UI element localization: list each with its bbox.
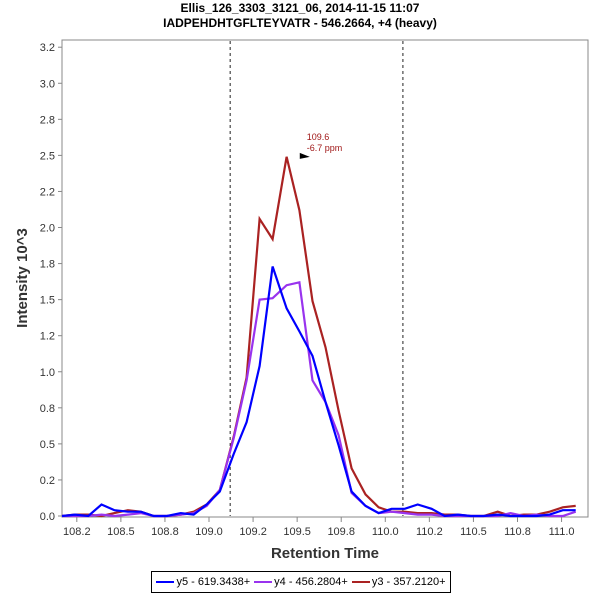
x-tick-label: 108.5 — [107, 526, 135, 538]
peak-annotation-ppm: -6.7 ppm — [307, 143, 343, 153]
legend-item: y3 - 357.2120+ — [351, 576, 446, 588]
peak-marker-arrow-icon — [299, 152, 310, 159]
x-tick-label: 111.0 — [549, 526, 575, 538]
y-axis-label: Intensity 10^3 — [14, 228, 31, 328]
legend-label: y4 - 456.2804+ — [274, 576, 348, 588]
legend-label: y3 - 357.2120+ — [371, 576, 446, 588]
y-tick-label: 0.0 — [40, 511, 55, 523]
legend-swatch — [156, 581, 175, 583]
y-tick-label: 1.5 — [40, 295, 55, 307]
x-tick-label: 109.0 — [195, 526, 223, 538]
x-tick-label: 108.8 — [151, 526, 179, 538]
legend-item: y4 - 456.2804+ — [254, 576, 348, 588]
y-tick-label: 0.5 — [40, 439, 55, 451]
legend-swatch — [351, 581, 370, 583]
x-tick-label: 110.2 — [416, 526, 443, 538]
chart-title: Ellis_126_3303_3121_06, 2014-11-15 11:07 — [180, 1, 420, 15]
legend: y5 - 619.3438+ y4 - 456.2804+ y3 - 357.212… — [151, 571, 451, 593]
series-line-y5 — [61, 266, 576, 518]
y-tick-label: 1.2 — [40, 331, 55, 343]
y-tick-label: 1.8 — [40, 259, 55, 271]
legend-swatch — [254, 581, 273, 583]
y-tick-label: 0.2 — [40, 475, 55, 487]
x-tick-label: 108.2 — [63, 526, 91, 538]
y-tick-label: 2.0 — [40, 223, 55, 235]
x-tick-label: 110.8 — [504, 526, 531, 538]
y-tick-label: 2.8 — [40, 114, 55, 126]
legend-item: y5 - 619.3438+ — [156, 576, 250, 588]
y-tick-label: 2.2 — [40, 186, 55, 198]
peak-annotation-rt: 109.6 — [307, 132, 330, 142]
chart-subtitle: IADPEHDHTGFLTEYVATR - 546.2664, +4 (heav… — [163, 16, 437, 30]
x-axis-label: Retention Time — [271, 545, 379, 562]
x-tick-label: 109.5 — [283, 526, 311, 538]
y-tick-label: 3.2 — [40, 42, 55, 54]
x-tick-label: 110.0 — [372, 526, 399, 538]
plot-area — [61, 39, 589, 518]
x-tick-label: 109.2 — [239, 526, 267, 538]
y-tick-label: 3.0 — [40, 78, 55, 90]
y-tick-label: 0.8 — [40, 403, 55, 415]
x-tick-label: 110.5 — [460, 526, 487, 538]
y-tick-label: 2.5 — [40, 150, 55, 162]
x-tick-label: 109.8 — [327, 526, 355, 538]
y-tick-label: 1.0 — [40, 367, 55, 379]
legend-label: y5 - 619.3438+ — [176, 576, 251, 588]
